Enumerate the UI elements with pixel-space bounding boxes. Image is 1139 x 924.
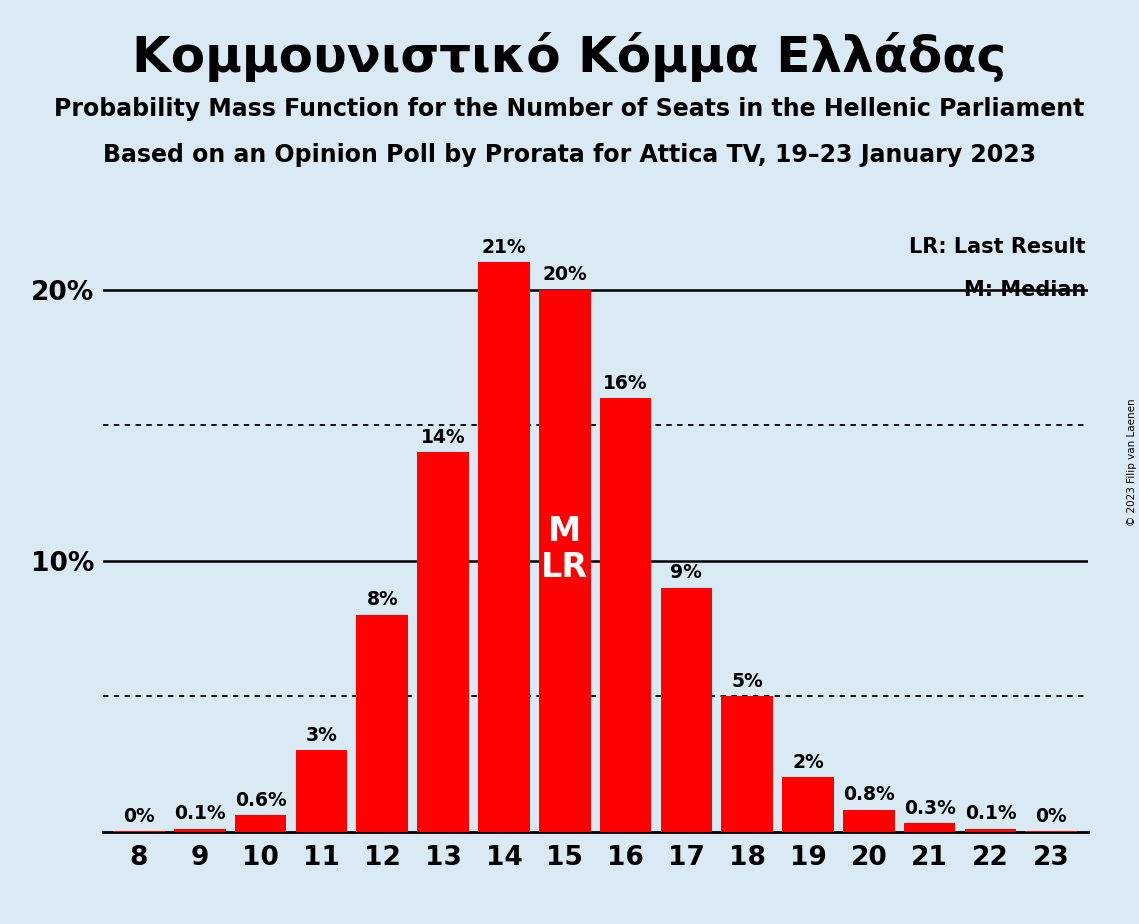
Text: 21%: 21% <box>482 238 526 257</box>
Text: 5%: 5% <box>731 672 763 690</box>
Text: 0%: 0% <box>123 808 155 826</box>
Text: 0.6%: 0.6% <box>235 791 287 810</box>
Text: 2%: 2% <box>792 753 823 772</box>
Bar <box>357 614 408 832</box>
Text: 0.1%: 0.1% <box>965 805 1016 823</box>
Bar <box>903 823 956 832</box>
Text: LR: Last Result: LR: Last Result <box>909 237 1085 257</box>
Bar <box>174 829 226 832</box>
Bar <box>661 588 712 832</box>
Bar <box>235 815 287 832</box>
Text: 3%: 3% <box>305 726 337 745</box>
Text: Based on an Opinion Poll by Prorata for Attica TV, 19–23 January 2023: Based on an Opinion Poll by Prorata for … <box>103 143 1036 167</box>
Text: © 2023 Filip van Laenen: © 2023 Filip van Laenen <box>1126 398 1137 526</box>
Bar <box>600 398 652 832</box>
Bar <box>721 696 773 832</box>
Text: 16%: 16% <box>604 373 648 393</box>
Text: 0.1%: 0.1% <box>174 805 226 823</box>
Text: 0%: 0% <box>1035 808 1067 826</box>
Bar <box>296 750 347 832</box>
Text: M
LR: M LR <box>541 516 588 584</box>
Text: 9%: 9% <box>671 564 703 582</box>
Text: 0.3%: 0.3% <box>903 799 956 818</box>
Bar <box>1025 831 1077 832</box>
Bar <box>965 829 1016 832</box>
Text: 0.8%: 0.8% <box>843 785 894 805</box>
Text: M: Median: M: Median <box>964 280 1085 299</box>
Bar <box>417 452 469 832</box>
Text: Κομμουνιστικό Κόμμα Ελλάδας: Κομμουνιστικό Κόμμα Ελλάδας <box>132 32 1007 82</box>
Bar <box>539 289 590 832</box>
Text: 20%: 20% <box>542 265 587 284</box>
Text: 14%: 14% <box>420 428 466 446</box>
Text: 8%: 8% <box>367 590 399 609</box>
Bar <box>843 810 894 832</box>
Bar <box>782 777 834 832</box>
Bar <box>478 262 530 832</box>
Text: Probability Mass Function for the Number of Seats in the Hellenic Parliament: Probability Mass Function for the Number… <box>55 97 1084 121</box>
Bar <box>113 831 165 832</box>
